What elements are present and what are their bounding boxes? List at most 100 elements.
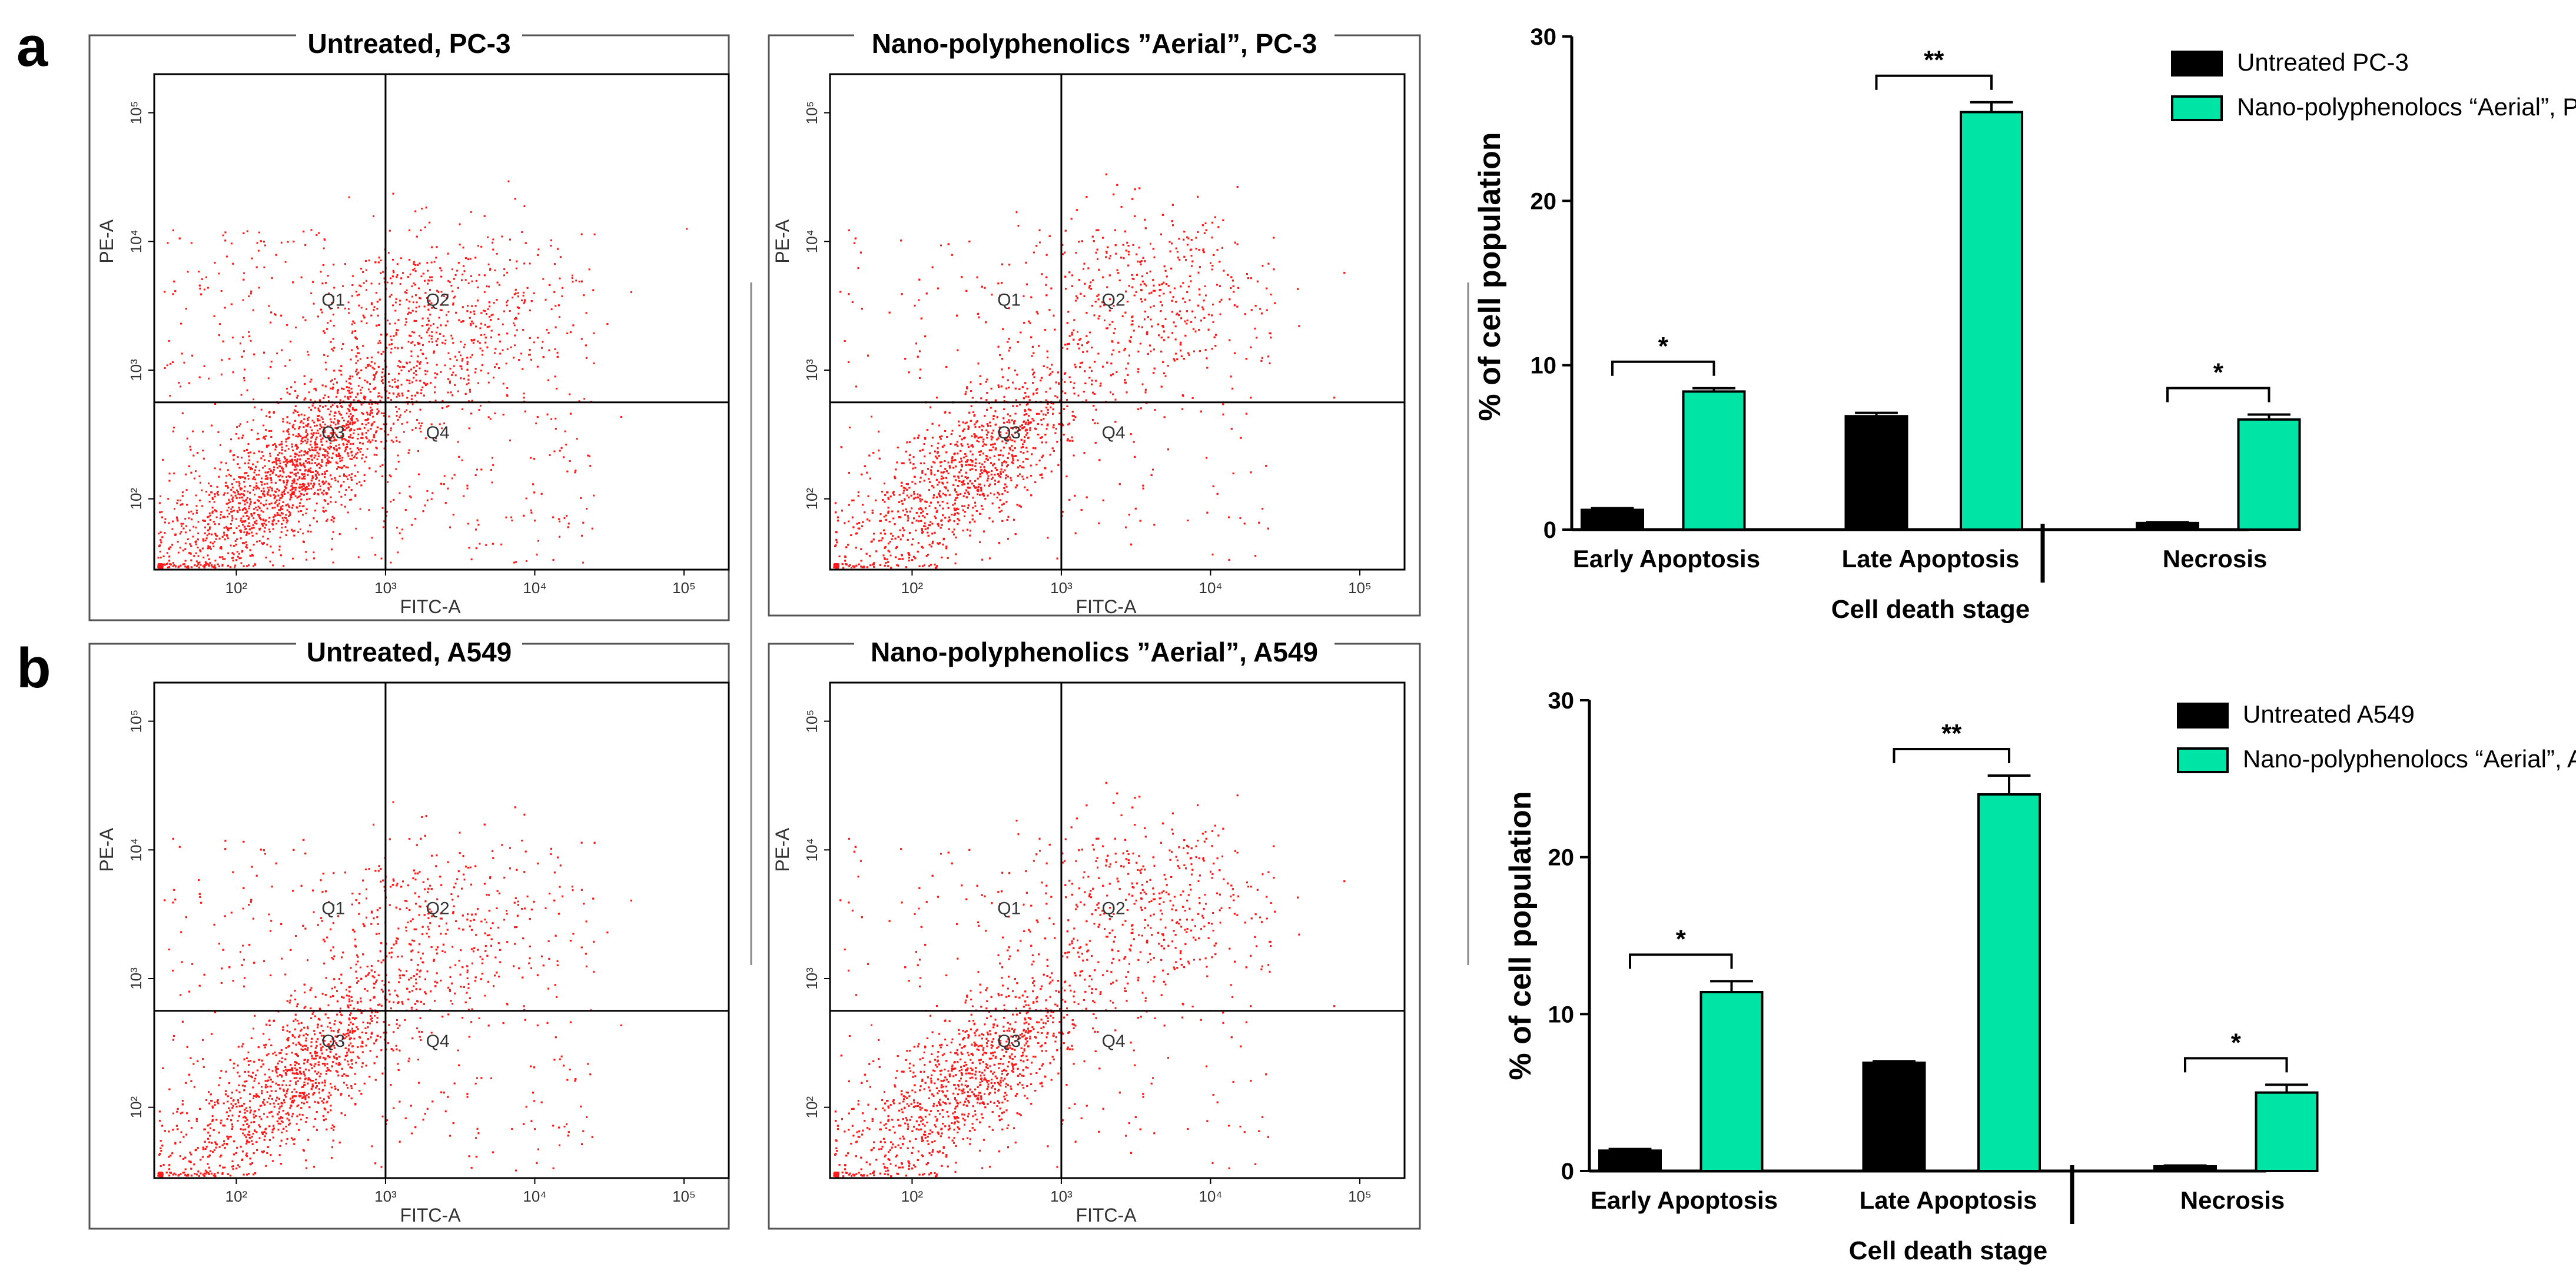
flow-dot [305, 424, 307, 427]
flow-dot [348, 486, 350, 488]
flow-dot [244, 368, 246, 371]
flow-dot [394, 310, 397, 312]
flow-dot [291, 528, 293, 531]
flow-dot [536, 365, 539, 368]
flow-dot [199, 549, 201, 551]
flow-dot [425, 357, 427, 360]
flow-dot [333, 415, 336, 417]
flow-dot [268, 460, 270, 462]
flow-dot [195, 560, 198, 563]
flow-dot [287, 428, 290, 430]
flow-dot [451, 477, 453, 480]
flow-dot [159, 544, 161, 547]
flow-dot [380, 412, 383, 414]
flow-dot [457, 390, 459, 392]
flow-dot [529, 349, 531, 351]
flow-dot [179, 547, 181, 549]
flow-dot [496, 363, 498, 365]
flow-dot [492, 543, 494, 545]
flow-dot [331, 538, 333, 540]
flow-dot [298, 427, 300, 430]
flow-dot [489, 268, 492, 270]
flow-dot [496, 281, 499, 284]
flow-dot [173, 473, 175, 474]
flow-dot [330, 418, 331, 421]
flow-dot [328, 483, 331, 485]
flow-dot [215, 510, 218, 513]
flow-dot [429, 334, 431, 337]
flow-dot [347, 424, 350, 426]
flow-dot [326, 520, 328, 522]
flow-dot [248, 525, 251, 527]
flow-dot [160, 565, 162, 567]
flow-dot [206, 534, 208, 537]
flow-dot [340, 365, 343, 367]
flow-dot [317, 409, 320, 411]
flow-dot [324, 454, 326, 456]
flow-dot [547, 379, 549, 381]
flow-dot [250, 340, 252, 342]
flow-dot [469, 391, 472, 393]
flow-dot [558, 316, 560, 318]
flow-dot [235, 527, 238, 530]
flow-dot [308, 524, 311, 527]
flow-dot [319, 428, 321, 430]
flow-dot [334, 477, 336, 479]
flow-dot [237, 437, 240, 440]
flow-dot [278, 545, 281, 548]
flow-dot [230, 488, 233, 491]
flow-dot [436, 364, 438, 366]
flow-dot [536, 553, 538, 555]
flow-dot [307, 417, 308, 420]
y-tick-label: 10² [127, 488, 145, 510]
flow-dot [353, 457, 355, 458]
flow-dot [257, 250, 260, 252]
flow-dot [258, 231, 260, 234]
flow-dot [468, 427, 470, 430]
flow-dot [262, 467, 264, 469]
flow-dot [298, 477, 301, 480]
flow-dot [449, 358, 452, 360]
flow-dot [158, 502, 161, 504]
flow-dot [379, 342, 381, 344]
flow-dot [341, 459, 343, 461]
flow-dot [373, 388, 375, 390]
flow-dot [244, 462, 246, 464]
flow-dot [312, 402, 314, 404]
flow-dot [234, 564, 237, 567]
flow-dot [324, 385, 327, 388]
flow-dot [556, 355, 559, 358]
flow-dot [305, 551, 307, 553]
flow-dot [516, 329, 518, 331]
flow-dot [243, 380, 245, 382]
flow-dot [447, 252, 449, 255]
flow-dot [323, 435, 326, 437]
flow-dot [302, 483, 304, 485]
flow-dot [447, 487, 449, 490]
flow-dot [303, 398, 306, 401]
flow-dot [506, 387, 509, 389]
flow-dot [311, 475, 314, 477]
flow-dot [320, 438, 323, 441]
flow-dot [203, 365, 205, 367]
flow-dot [576, 438, 578, 440]
flow-dot [327, 355, 329, 357]
flow-dot [532, 483, 534, 485]
flow-dot [330, 485, 332, 488]
flow-dot [443, 483, 445, 485]
flow-dot [183, 361, 185, 364]
flow-dot [580, 233, 583, 235]
flow-dot [220, 511, 223, 513]
flow-dot [490, 319, 492, 321]
flow-dot [243, 232, 245, 234]
flow-dot [258, 487, 260, 490]
flow-dot [325, 480, 327, 483]
flow-dot [517, 292, 519, 294]
flow-dot [370, 424, 373, 427]
flow-dot [284, 365, 287, 367]
flow-dot [162, 555, 165, 557]
flow-dot [302, 514, 304, 516]
flow-dot [240, 493, 243, 495]
flow-dot [324, 482, 326, 484]
flow-dot [337, 427, 339, 429]
